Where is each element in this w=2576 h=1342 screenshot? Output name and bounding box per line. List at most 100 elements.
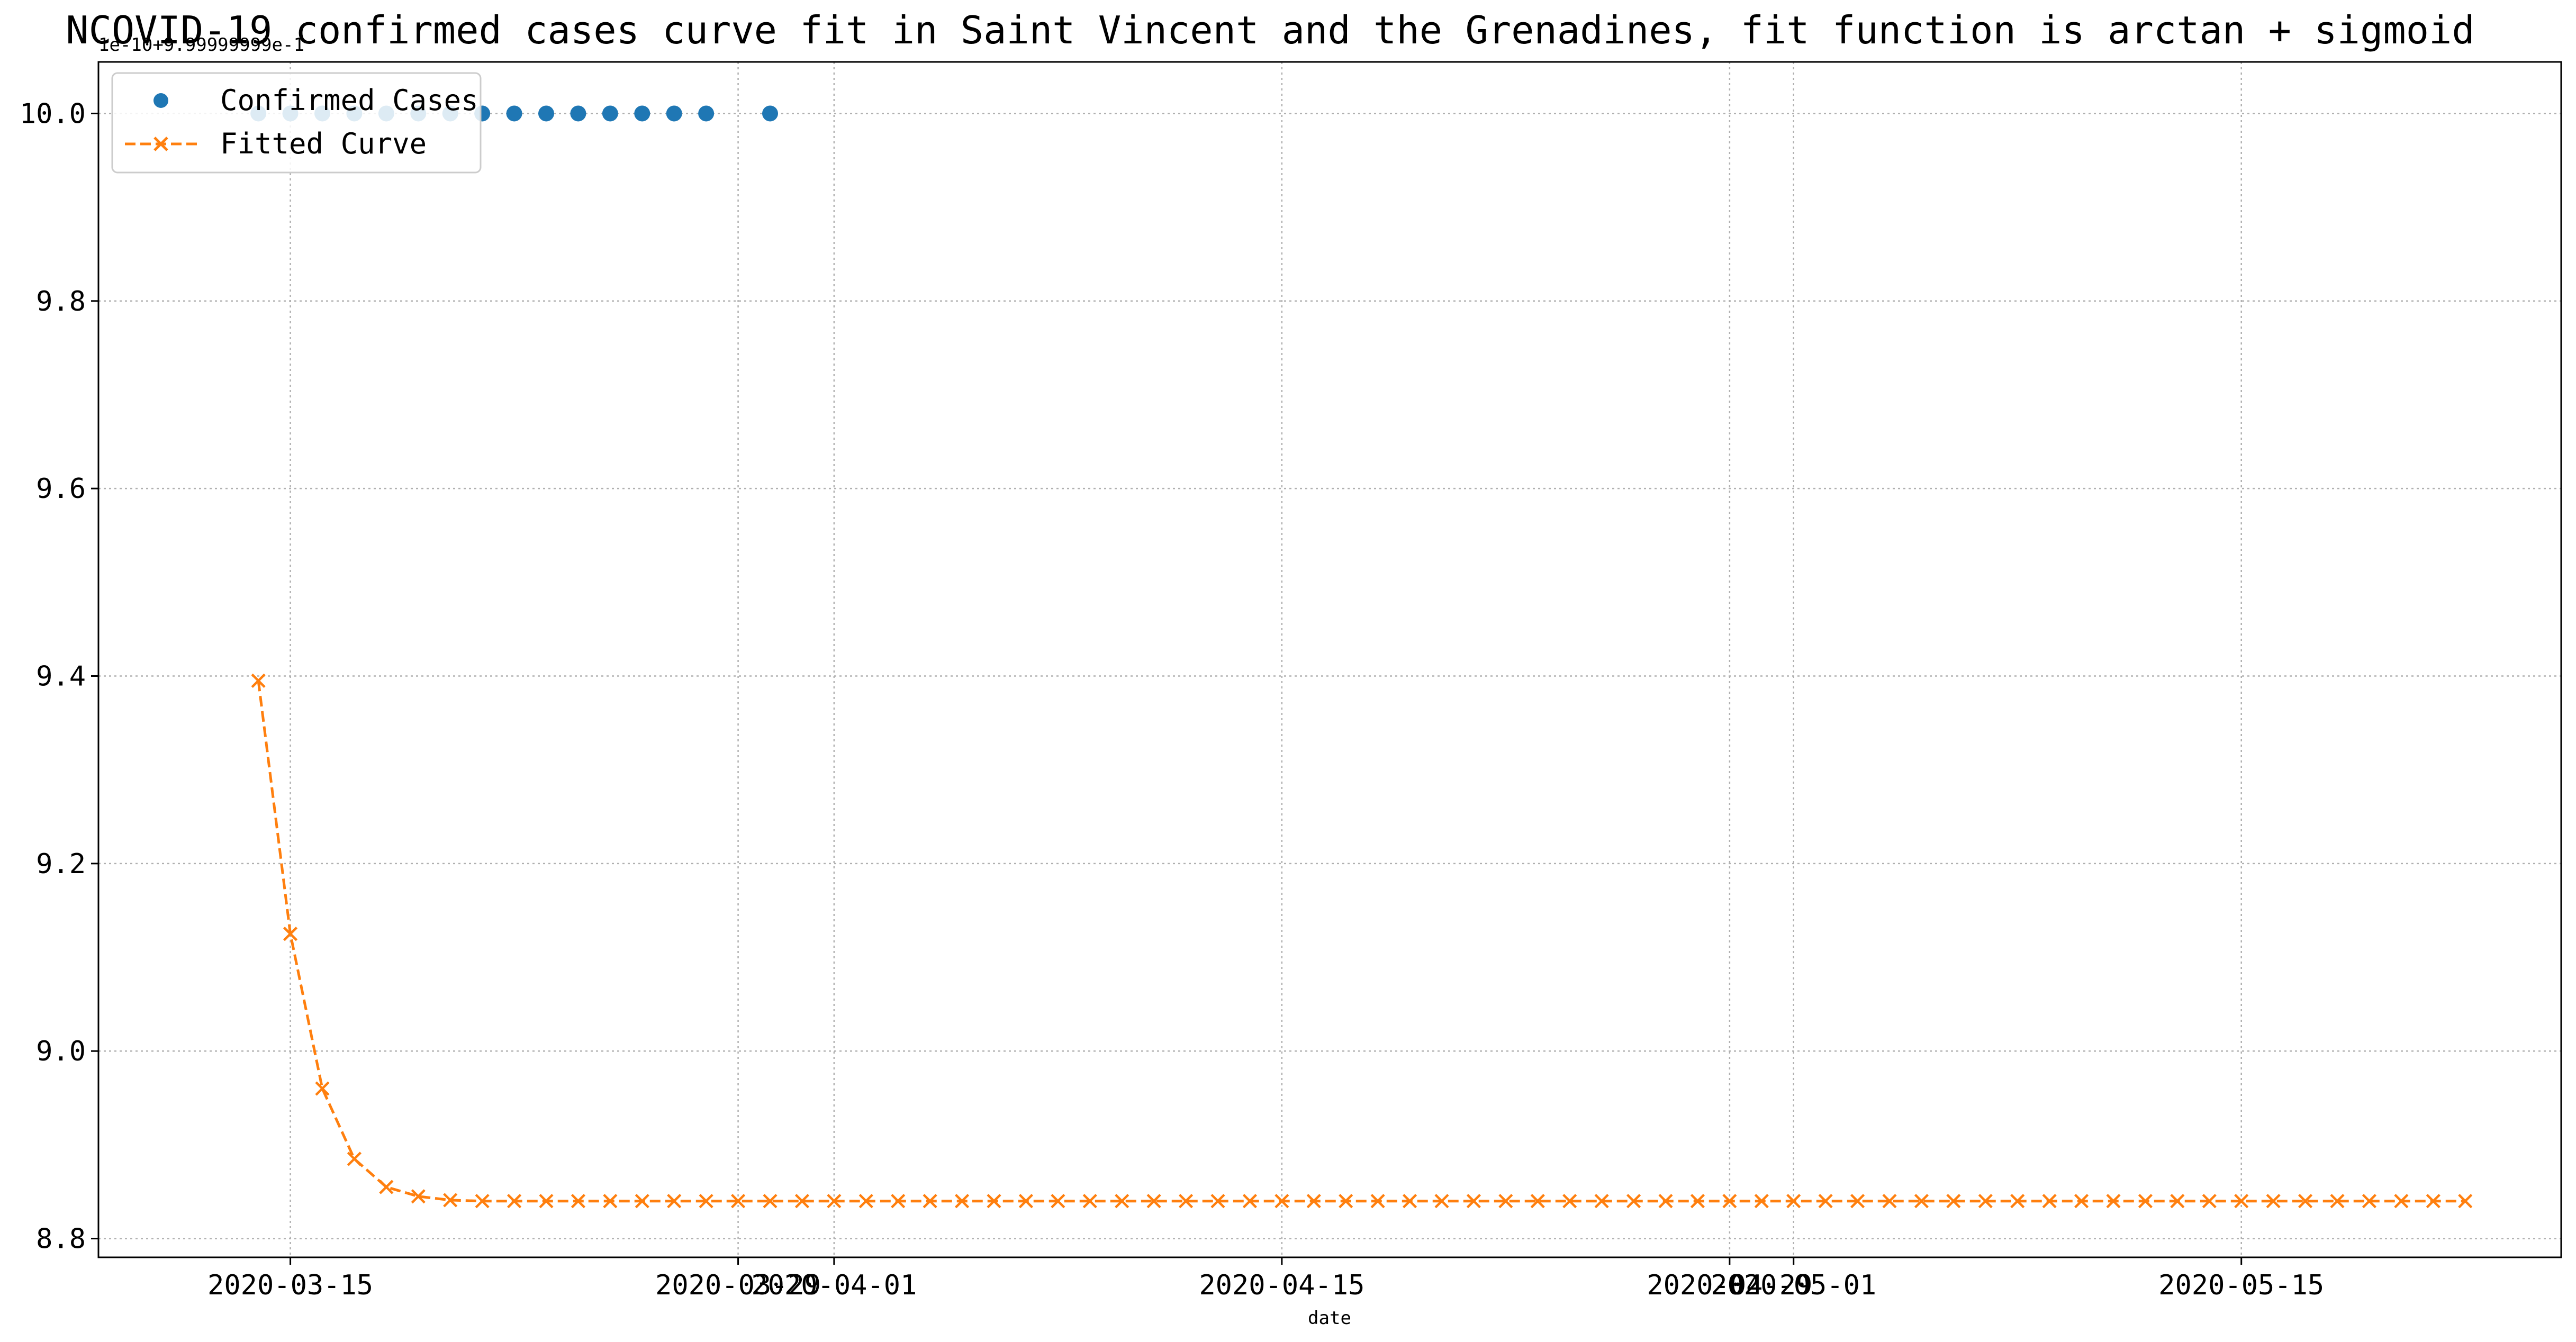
- fitted-curve-point: [2330, 1194, 2345, 1209]
- fitted-curve-point: [1690, 1194, 1705, 1209]
- chart-title: NCOVID-19 confirmed cases curve fit in S…: [66, 8, 2475, 52]
- legend-box: [111, 72, 482, 174]
- fitted-curve-point: [2234, 1194, 2249, 1209]
- fitted-curve-point: [2106, 1194, 2121, 1209]
- confirmed-case-point: [506, 105, 522, 122]
- legend-label-fitted-curve: Fitted Curve: [220, 127, 427, 160]
- y-tick-label: 10.0: [20, 98, 86, 130]
- fitted-curve-point: [1275, 1194, 1289, 1209]
- fitted-curve-point: [1818, 1194, 1833, 1209]
- x-tick-label: 2020-03-29: [655, 1270, 821, 1301]
- fitted-curve-point: [730, 1194, 746, 1209]
- y-tick-label: 9.8: [36, 286, 86, 318]
- fitted-curve-point: [1210, 1194, 1225, 1209]
- fitted-curve-point: [1498, 1194, 1513, 1209]
- y-axis: 8.8 9.0 9.2 9.4 9.6 9.8 10.0: [20, 98, 98, 1255]
- fitted-curve-point: [1786, 1194, 1801, 1209]
- fitted-curve-point: [699, 1194, 713, 1209]
- y-tick-label: 9.6: [36, 473, 86, 505]
- grid-lines: [98, 62, 2561, 1257]
- x-tick-label: 2020-04-01: [751, 1270, 917, 1301]
- fitted-curve-point: [923, 1194, 937, 1209]
- fitted-curve-line: [257, 681, 2465, 1203]
- fitted-curve-point: [1978, 1194, 1993, 1209]
- fitted-curve-point: [954, 1194, 970, 1209]
- fitted-curve-point: [1594, 1194, 1609, 1209]
- fitted-curve-point: [2042, 1194, 2057, 1209]
- fitted-curve-point: [443, 1193, 458, 1208]
- fitted-curve-point: [1339, 1194, 1353, 1209]
- y-offset-text: 1e-10+9.99999999e-1: [98, 34, 304, 56]
- fitted-curve-point: [2298, 1194, 2313, 1209]
- confirmed-case-point: [570, 105, 586, 122]
- confirmed-case-point: [634, 105, 650, 122]
- confirmed-case-point: [698, 105, 715, 122]
- fitted-curve-point: [1530, 1194, 1545, 1209]
- x-axis-label: date: [1308, 1308, 1351, 1329]
- fitted-curve-point: [1914, 1194, 1929, 1209]
- y-tick-label: 9.0: [36, 1036, 86, 1067]
- fitted-curve-point: [1722, 1194, 1737, 1209]
- confirmed-case-point: [602, 105, 618, 122]
- confirmed-case-point: [762, 105, 778, 122]
- x-tick-label: 2020-04-29: [1647, 1270, 1812, 1301]
- legend-marker-fitted-curve: [153, 137, 168, 151]
- fitted-curve-point: [2010, 1194, 2025, 1209]
- fitted-curve-point: [315, 1081, 330, 1096]
- fitted-curve-point: [1051, 1194, 1065, 1209]
- fitted-curve-point: [891, 1194, 906, 1209]
- fitted-curve-point: [1306, 1194, 1321, 1209]
- legend-marker-confirmed-cases: [153, 93, 168, 108]
- fitted-curve-point: [1434, 1194, 1449, 1209]
- fitted-curve-point: [1562, 1194, 1577, 1209]
- fitted-curve-point: [1178, 1194, 1194, 1209]
- fitted-curve-point: [2362, 1194, 2377, 1209]
- fitted-curve-point: [1402, 1194, 1417, 1209]
- fitted-curve-point: [2426, 1194, 2441, 1209]
- fitted-curve-point: [635, 1194, 649, 1209]
- fitted-curve-point: [1242, 1194, 1258, 1209]
- fitted-curve-point: [1658, 1194, 1673, 1209]
- x-tick-label: 2020-04-15: [1199, 1270, 1364, 1301]
- legend-label-confirmed-cases: Confirmed Cases: [220, 84, 478, 117]
- fitted-curve-point: [2074, 1194, 2089, 1209]
- fitted-curve-point: [1466, 1194, 1481, 1209]
- fitted-curve-point: [2394, 1194, 2409, 1209]
- fitted-curve-point: [411, 1189, 426, 1204]
- plot-area: [97, 61, 2562, 1258]
- fitted-curve-point: [571, 1194, 586, 1209]
- fitted-curve-point: [2170, 1194, 2185, 1209]
- confirmed-case-point: [538, 105, 554, 122]
- fitted-curve-point: [1018, 1194, 1034, 1209]
- fitted-curve-point: [283, 927, 298, 941]
- fitted-curve-point: [1754, 1194, 1769, 1209]
- fitted-curve-point: [987, 1194, 1001, 1209]
- fitted-curve-point: [1115, 1194, 1129, 1209]
- series-fitted-curve: [251, 673, 2473, 1209]
- fitted-curve-point: [347, 1151, 362, 1166]
- fitted-curve-point: [763, 1194, 778, 1209]
- legend: Confirmed Cases Fitted Curve: [111, 72, 482, 174]
- fitted-curve-point: [2458, 1194, 2473, 1209]
- fitted-curve-point: [1370, 1194, 1385, 1209]
- fitted-curve-point: [858, 1194, 873, 1209]
- fitted-curve-point: [1850, 1194, 1865, 1209]
- fitted-curve-point: [379, 1180, 394, 1194]
- fitted-curve-point: [1946, 1194, 1961, 1209]
- fitted-curve-point: [603, 1194, 618, 1209]
- y-tick-label: 9.2: [36, 848, 86, 880]
- x-tick-label: 2020-05-01: [1711, 1270, 1876, 1301]
- fitted-curve-point: [251, 673, 266, 688]
- y-tick-label: 9.4: [36, 661, 86, 693]
- fitted-curve-point: [1082, 1194, 1097, 1209]
- fitted-curve-point: [794, 1194, 810, 1209]
- confirmed-case-point: [666, 105, 682, 122]
- fitted-curve-point: [475, 1194, 490, 1209]
- fitted-curve-point: [1882, 1194, 1897, 1209]
- fitted-curve-point: [827, 1194, 842, 1209]
- fitted-curve-point: [539, 1194, 554, 1209]
- fitted-curve-point: [667, 1194, 682, 1209]
- fitted-curve-point: [2138, 1194, 2153, 1209]
